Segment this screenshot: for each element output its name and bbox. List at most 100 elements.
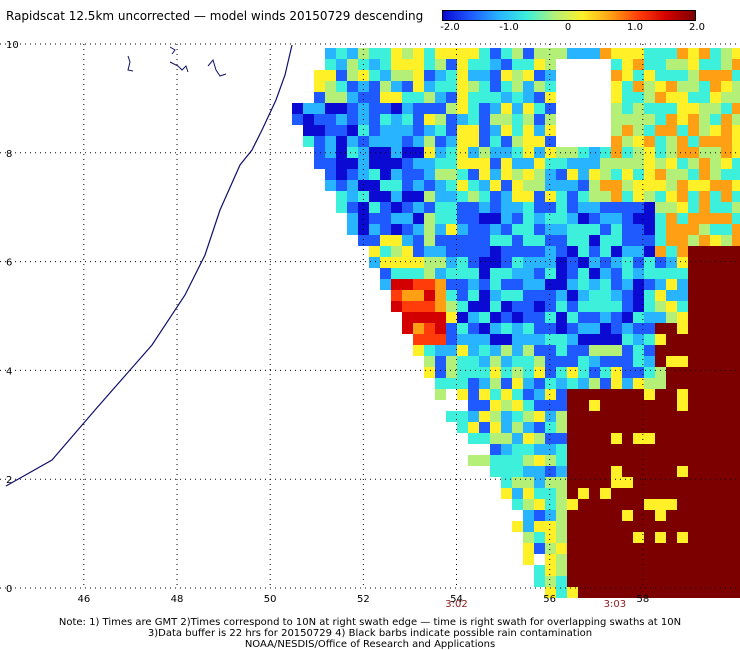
swath-cell xyxy=(710,180,721,191)
swath-cell xyxy=(380,114,391,125)
swath-cell xyxy=(688,301,699,312)
swath-cell xyxy=(622,257,633,268)
swath-cell xyxy=(391,147,402,158)
swath-cell xyxy=(402,323,413,334)
swath-cell xyxy=(391,59,402,70)
swath-cell xyxy=(710,543,721,554)
swath-cell xyxy=(611,334,622,345)
swath-cell xyxy=(435,59,446,70)
swath-cell xyxy=(710,59,721,70)
swath-cell xyxy=(468,367,479,378)
swath-cell xyxy=(424,191,435,202)
swath-cell xyxy=(611,268,622,279)
swath-cell xyxy=(732,499,740,510)
swath-cell xyxy=(545,268,556,279)
swath-cell xyxy=(611,433,622,444)
swath-cell xyxy=(413,136,424,147)
swath-cell xyxy=(633,345,644,356)
swath-cell xyxy=(523,169,534,180)
swath-cell xyxy=(633,147,644,158)
swath-cell xyxy=(479,103,490,114)
swath-cell xyxy=(435,70,446,81)
swath-cell xyxy=(468,125,479,136)
swath-cell xyxy=(578,565,589,576)
swath-cell xyxy=(633,565,644,576)
swath-cell xyxy=(523,81,534,92)
swath-cell xyxy=(666,92,677,103)
swath-cell xyxy=(325,92,336,103)
swath-cell xyxy=(358,180,369,191)
swath-cell xyxy=(402,70,413,81)
swath-cell xyxy=(501,125,512,136)
swath-cell xyxy=(655,345,666,356)
swath-cell xyxy=(424,246,435,257)
swath-cell xyxy=(457,147,468,158)
swath-cell xyxy=(413,268,424,279)
swath-cell xyxy=(677,433,688,444)
swath-cell xyxy=(710,191,721,202)
swath-cell xyxy=(666,48,677,59)
swath-cell xyxy=(556,169,567,180)
swath-cell xyxy=(490,356,501,367)
swath-cell xyxy=(545,587,556,598)
swath-cell xyxy=(435,224,446,235)
swath-cell xyxy=(567,433,578,444)
swath-cell xyxy=(688,554,699,565)
swath-cell xyxy=(644,323,655,334)
swath-cell xyxy=(677,224,688,235)
swath-cell xyxy=(644,158,655,169)
swath-cell xyxy=(622,180,633,191)
swath-cell xyxy=(391,169,402,180)
swath-cell xyxy=(424,202,435,213)
swath-cell xyxy=(512,444,523,455)
swath-cell xyxy=(446,92,457,103)
swath-cell xyxy=(666,455,677,466)
swath-cell xyxy=(402,224,413,235)
swath-cell xyxy=(457,312,468,323)
swath-cell xyxy=(677,158,688,169)
swath-cell xyxy=(523,180,534,191)
swath-cell xyxy=(710,411,721,422)
swath-cell xyxy=(710,499,721,510)
swath-cell xyxy=(589,499,600,510)
swath-cell xyxy=(589,466,600,477)
swath-cell xyxy=(721,345,732,356)
swath-cell xyxy=(446,81,457,92)
swath-cell xyxy=(666,81,677,92)
swath-cell xyxy=(666,323,677,334)
swath-cell xyxy=(732,400,740,411)
swath-cell xyxy=(369,202,380,213)
swath-cell xyxy=(633,543,644,554)
swath-cell xyxy=(391,301,402,312)
swath-cell xyxy=(611,81,622,92)
swath-cell xyxy=(567,466,578,477)
swath-cell xyxy=(611,103,622,114)
swath-cell xyxy=(523,389,534,400)
swath-cell xyxy=(512,356,523,367)
swath-cell xyxy=(633,81,644,92)
swath-cell xyxy=(347,59,358,70)
swath-cell xyxy=(446,147,457,158)
swath-cell xyxy=(435,114,446,125)
swath-cell xyxy=(600,499,611,510)
swath-cell xyxy=(523,499,534,510)
swath-cell xyxy=(655,499,666,510)
swath-cell xyxy=(523,411,534,422)
swath-cell xyxy=(699,466,710,477)
swath-cell xyxy=(501,312,512,323)
swath-cell xyxy=(611,169,622,180)
swath-cell xyxy=(325,48,336,59)
swath-cell xyxy=(578,477,589,488)
swath-cell xyxy=(633,367,644,378)
swath-cell xyxy=(424,356,435,367)
swath-cell xyxy=(622,312,633,323)
swath-cell xyxy=(633,532,644,543)
swath-cell xyxy=(699,554,710,565)
swath-cell xyxy=(666,499,677,510)
swath-cell xyxy=(677,389,688,400)
swath-cell xyxy=(644,224,655,235)
swath-cell xyxy=(589,367,600,378)
swath-cell xyxy=(710,279,721,290)
swath-cell xyxy=(633,312,644,323)
y-tick-label: 8 xyxy=(6,149,12,160)
